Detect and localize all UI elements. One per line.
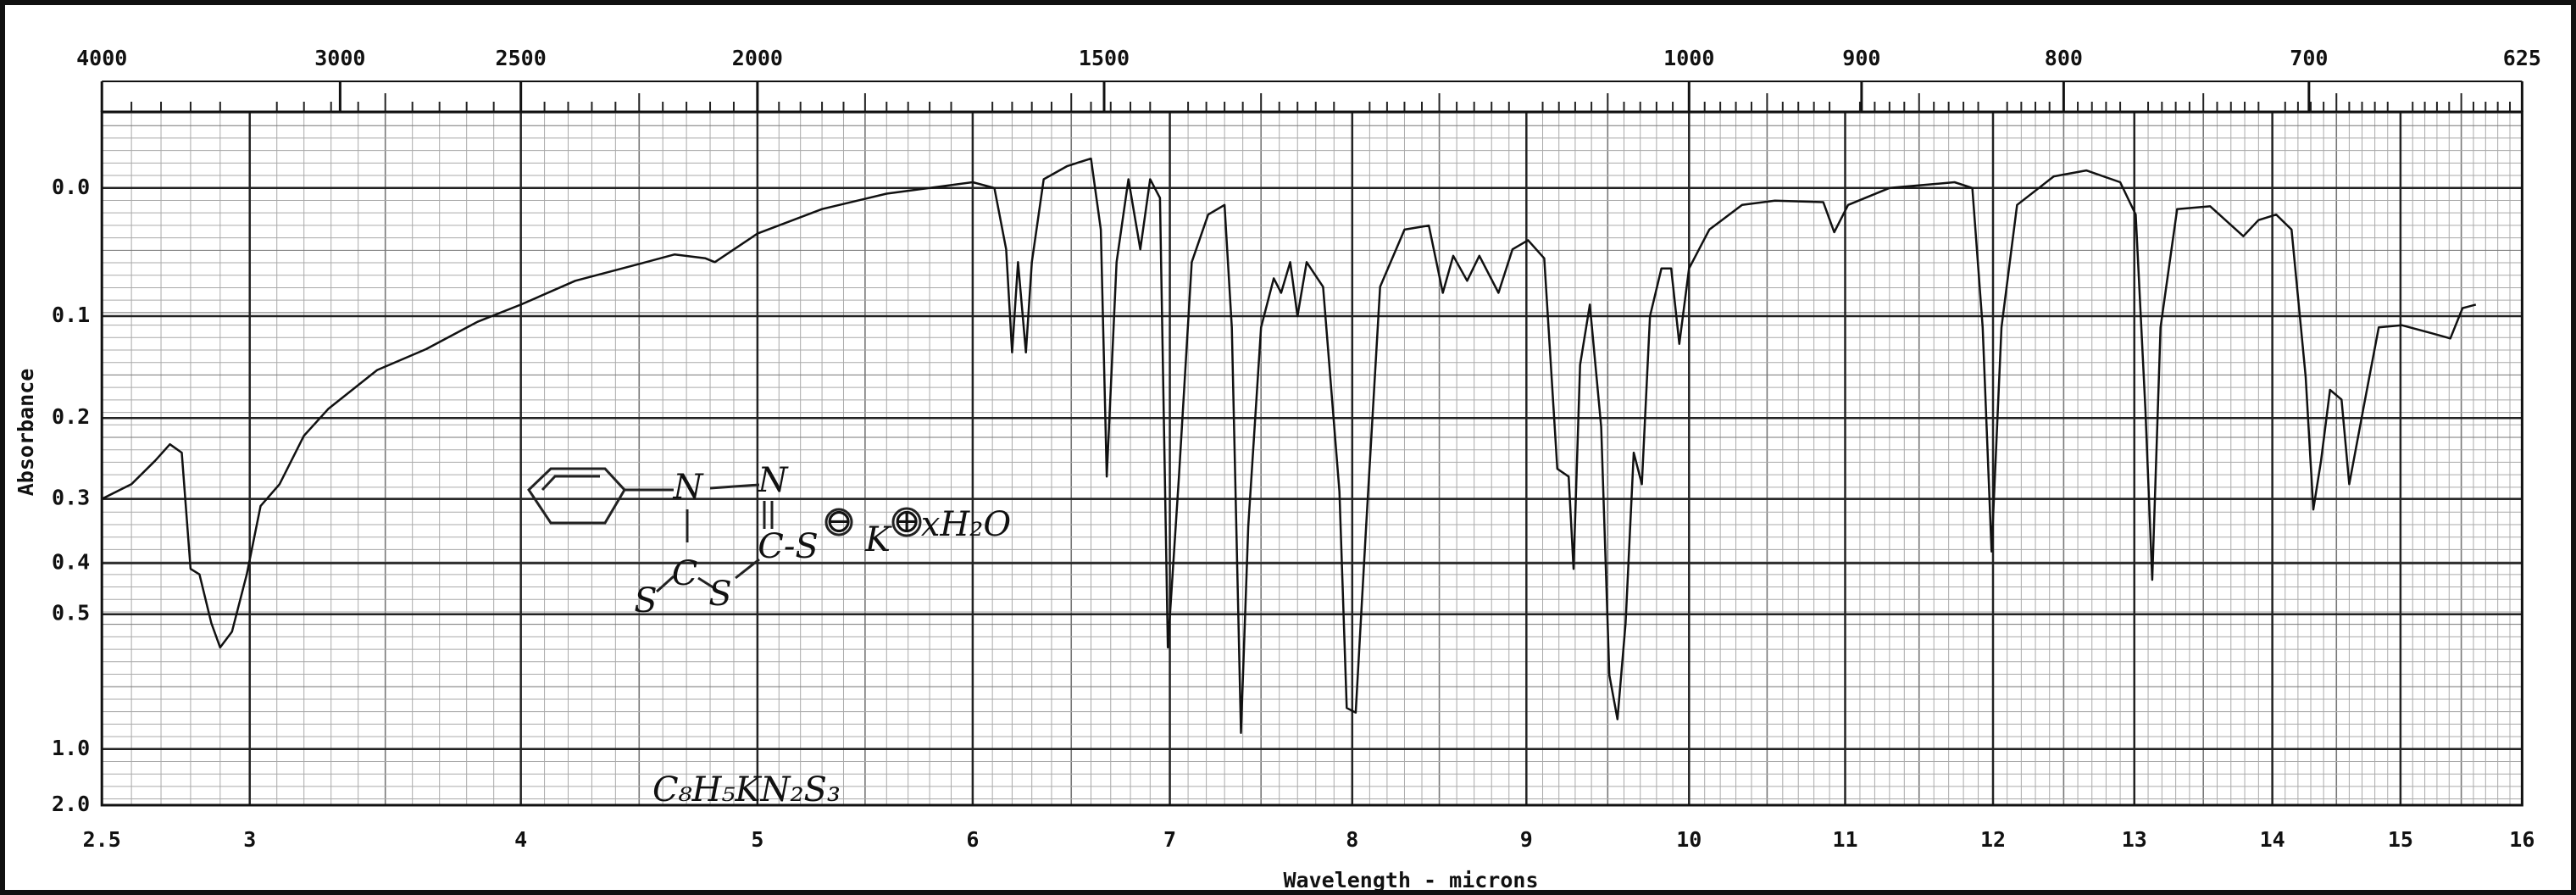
y-tick-label: 1.0 (52, 736, 90, 760)
x-tick-label: 11 (1832, 827, 1857, 852)
x-tick-label: 16 (2509, 827, 2534, 852)
bond (655, 575, 675, 593)
x2-tick-label: 625 (2503, 46, 2541, 70)
charge-circle (891, 507, 922, 537)
y-tick-label: 0.3 (52, 486, 90, 510)
annotation: C (672, 554, 698, 593)
x-tick-label: 3 (243, 827, 256, 852)
charge-circle (824, 508, 853, 536)
grid (100, 112, 2523, 807)
annotation: S (708, 575, 731, 614)
plot-frame (100, 110, 2523, 807)
annotation: C₈H₅KN₂S₃ (652, 770, 841, 809)
y-tick-label: 0.1 (52, 303, 90, 327)
x2-tick-label: 900 (1842, 46, 1880, 70)
x2-tick-label: 2000 (732, 46, 783, 70)
y-tick-label: 0.2 (52, 404, 90, 429)
bond (709, 483, 760, 490)
annotation: N (673, 468, 705, 507)
y-tick-label: 0.4 (52, 550, 90, 575)
annotation: C-S (758, 527, 819, 566)
x2-tick-label: 4000 (76, 46, 127, 70)
x-tick-label: 12 (1980, 827, 2006, 852)
annotation: K (864, 520, 892, 559)
annotation: ⊖ (824, 502, 853, 541)
x2-tick-label: 3000 (314, 46, 365, 70)
x-tick-label: 4 (514, 827, 527, 852)
annotation: xH₂O (921, 505, 1011, 544)
bond (735, 558, 760, 580)
y-tick-label: 0.0 (52, 175, 90, 199)
y-tick-label: 0.5 (52, 601, 90, 625)
annotation: S (634, 581, 657, 620)
x-tick-label: 14 (2260, 827, 2285, 852)
x-tick-label: 10 (1676, 827, 1702, 852)
x-tick-label: 13 (2122, 827, 2147, 852)
spectrum-line (101, 157, 2477, 734)
x2-tick-label: 1000 (1663, 46, 1714, 70)
x2-tick-label: 1500 (1079, 46, 1130, 70)
x-tick-label: 2.5 (83, 827, 121, 852)
x-tick-label: 5 (751, 827, 763, 852)
y-axis-title: Absorbance (14, 369, 38, 497)
axes: 2.5 3 4 5 6 7 8 9 10 11 12 13 14 15 16 4000 3000 2500 2000… (52, 46, 2541, 852)
annotation: ⊕ (892, 502, 921, 541)
x2-tick-label: 800 (2045, 46, 2083, 70)
y-tick-label: 2.0 (52, 792, 90, 816)
ring-bond (541, 475, 600, 492)
x2-tick-label: 700 (2290, 46, 2328, 70)
bond (697, 576, 715, 590)
x-tick-label: 8 (1346, 827, 1358, 852)
x-tick-label: 7 (1163, 827, 1176, 852)
x-axis-title: Wavelength - microns (1283, 868, 1538, 892)
x-tick-label: 6 (966, 827, 979, 852)
x-tick-label: 15 (2388, 827, 2413, 852)
structure-sketch (527, 467, 922, 593)
x2-tick-label: 2500 (496, 46, 547, 70)
x-tick-label: 9 (1520, 827, 1533, 852)
annotation: N (758, 461, 790, 500)
